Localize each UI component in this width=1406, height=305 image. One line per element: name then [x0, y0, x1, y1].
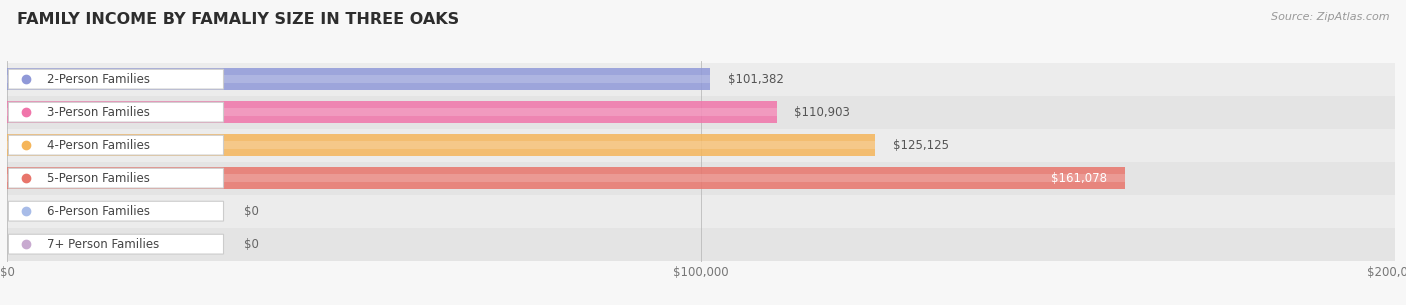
Text: Source: ZipAtlas.com: Source: ZipAtlas.com [1271, 12, 1389, 22]
Bar [7, 141, 875, 149]
Text: $161,078: $161,078 [1052, 172, 1108, 185]
Text: 4-Person Families: 4-Person Families [48, 139, 150, 152]
FancyBboxPatch shape [8, 69, 224, 89]
Bar [7, 68, 710, 90]
FancyBboxPatch shape [8, 234, 224, 254]
Bar [7, 228, 1395, 261]
Bar [7, 195, 1395, 228]
Bar [7, 174, 1125, 182]
Bar [7, 108, 776, 117]
FancyBboxPatch shape [8, 201, 224, 221]
FancyBboxPatch shape [8, 135, 224, 155]
Bar [7, 167, 1125, 189]
Bar [7, 101, 776, 123]
FancyBboxPatch shape [8, 102, 224, 122]
Text: $101,382: $101,382 [728, 73, 783, 86]
Bar [7, 129, 1395, 162]
Text: 2-Person Families: 2-Person Families [48, 73, 150, 86]
FancyBboxPatch shape [8, 168, 224, 188]
Bar [7, 162, 1395, 195]
Text: FAMILY INCOME BY FAMALIY SIZE IN THREE OAKS: FAMILY INCOME BY FAMALIY SIZE IN THREE O… [17, 12, 458, 27]
Bar [7, 134, 875, 156]
Text: $110,903: $110,903 [794, 106, 849, 119]
Text: 6-Person Families: 6-Person Families [48, 205, 150, 218]
Text: 7+ Person Families: 7+ Person Families [48, 238, 159, 251]
Text: 3-Person Families: 3-Person Families [48, 106, 150, 119]
Bar [7, 63, 1395, 96]
Bar [7, 75, 710, 83]
Text: $125,125: $125,125 [893, 139, 949, 152]
Text: 5-Person Families: 5-Person Families [48, 172, 150, 185]
Text: $0: $0 [245, 238, 259, 251]
Bar [7, 96, 1395, 129]
Text: $0: $0 [245, 205, 259, 218]
